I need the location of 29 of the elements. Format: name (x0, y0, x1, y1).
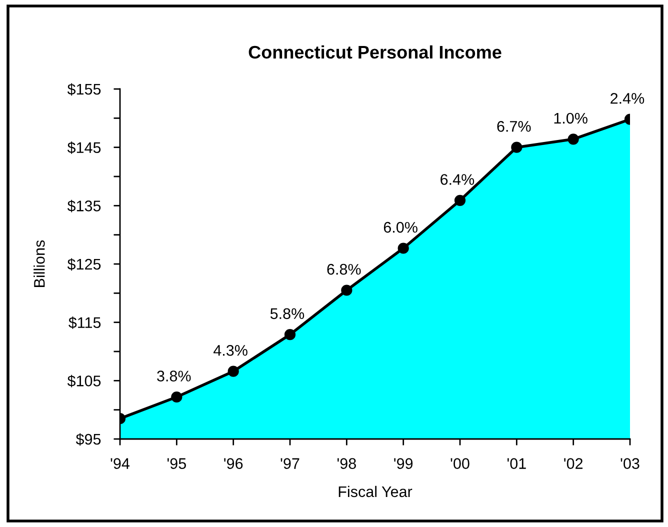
x-tick-label: '00 (450, 458, 470, 469)
annotation: 6.0% (384, 222, 418, 233)
x-tick-label: '96 (224, 458, 243, 469)
y-tick-label: $155 (67, 83, 101, 96)
annotation: 4.3% (213, 344, 248, 356)
chart-title: Connecticut Personal Income (248, 45, 502, 59)
y-tick-label: $145 (67, 142, 101, 154)
annotation: 6.7% (497, 120, 531, 132)
annotation: 6.4% (440, 174, 474, 185)
annotation: 5.8% (270, 308, 304, 320)
x-axis-title: Fiscal Year (338, 486, 412, 498)
x-tick-label: '94 (110, 458, 130, 469)
annotation: 3.8% (157, 370, 191, 382)
y-axis-title: Billions (34, 240, 45, 287)
x-tick-label: '97 (280, 458, 300, 469)
x-tick-label: '03 (620, 458, 640, 469)
x-tick-label: '99 (394, 458, 413, 469)
x-tick-label: '02 (564, 458, 583, 469)
x-tick-label: '98 (337, 458, 356, 469)
y-tick-label: $135 (67, 200, 101, 212)
y-tick-label: $125 (67, 258, 101, 271)
y-tick-label: $105 (67, 374, 101, 388)
annotation: 2.4% (610, 92, 644, 104)
x-tick-label: '95 (167, 458, 186, 469)
annotation: 6.8% (327, 264, 361, 275)
y-tick-label: $95 (76, 433, 101, 446)
x-tick-label: '01 (507, 458, 526, 469)
annotation: 1.0% (554, 112, 588, 124)
y-tick-label: $115 (68, 316, 101, 329)
